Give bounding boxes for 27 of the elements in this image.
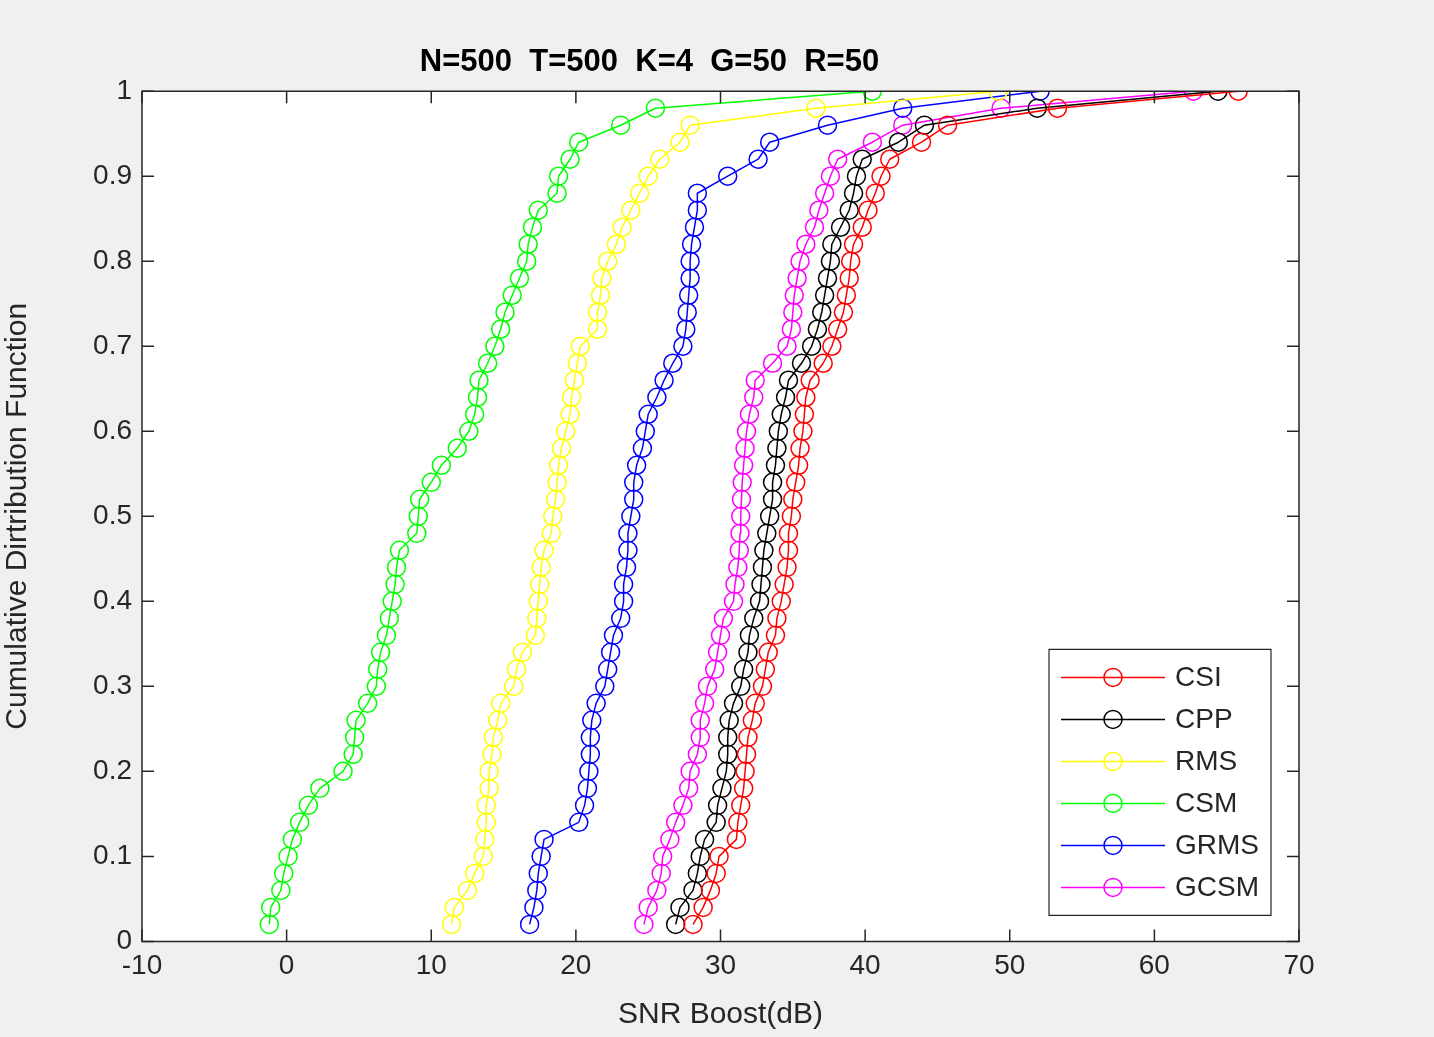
y-axis-title: Cumulative Dirtribution Function (0, 302, 33, 730)
legend-label: CSM (1175, 787, 1238, 819)
legend-label: RMS (1175, 745, 1238, 777)
y-tick-label: 1 (116, 73, 132, 105)
legend-label: GRMS (1175, 829, 1259, 861)
y-tick-label: 0.7 (93, 328, 132, 360)
x-tick-label: 0 (278, 948, 295, 980)
y-tick-label: 0.1 (93, 839, 132, 871)
x-tick-label: 30 (704, 948, 737, 980)
x-tick-label: 60 (1138, 948, 1170, 980)
legend-label: CPP (1175, 703, 1233, 735)
x-tick-label: 10 (415, 948, 447, 980)
y-tick-label: 0.8 (93, 243, 132, 275)
x-tick-label: 70 (1283, 948, 1315, 980)
x-tick-label: 20 (560, 948, 592, 980)
chart-title: N=500 T=500 K=4 G=50 R=50 (419, 43, 880, 79)
y-tick-label: 0.4 (93, 584, 132, 616)
y-tick-label: 0.5 (93, 499, 132, 531)
y-tick-label: 0.3 (93, 669, 132, 701)
legend-label: GCSM (1175, 871, 1259, 903)
y-tick-label: 0.2 (93, 754, 132, 786)
y-tick-label: 0.6 (93, 414, 132, 445)
x-tick-label: 40 (849, 948, 881, 980)
x-axis-title: SNR Boost(dB) (617, 996, 824, 1030)
x-tick-label: 50 (994, 948, 1026, 980)
y-tick-label: 0.9 (93, 158, 132, 190)
legend-label: CSI (1175, 661, 1222, 693)
